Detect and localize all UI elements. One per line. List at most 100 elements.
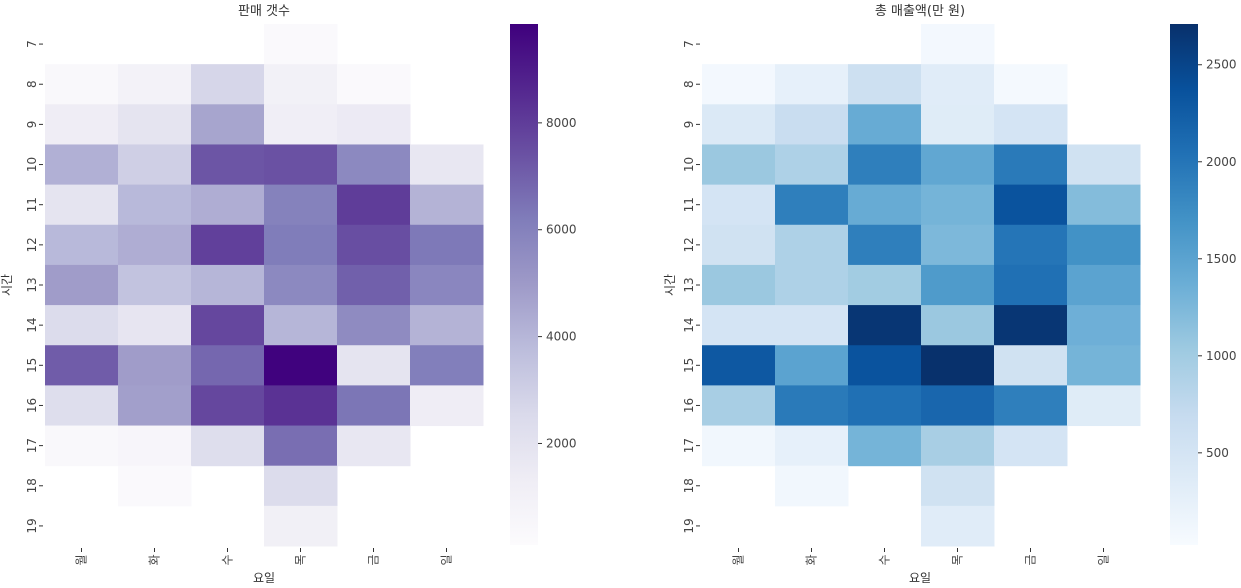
colorbar-ticks: 2000 4000 6000 8000 <box>538 116 577 450</box>
heatmap-cell <box>118 345 192 386</box>
y-tick-label: 14 <box>682 318 696 333</box>
heatmap-cell <box>264 264 338 306</box>
x-tick-label: 목 <box>951 554 965 565</box>
heatmap-cell <box>921 104 995 145</box>
heatmap-cell <box>410 385 484 427</box>
heatmap-cell <box>994 184 1068 226</box>
heatmap-cell <box>264 345 338 386</box>
y-tick-label: 10 <box>25 157 39 172</box>
chart-title: 판매 갯수 <box>238 4 290 19</box>
x-axis-label: 요일 <box>909 571 931 585</box>
heatmap-cell <box>775 104 849 145</box>
heatmap-cell <box>191 64 265 105</box>
heatmap-cell <box>775 264 849 306</box>
heatmap-cell <box>45 144 119 186</box>
heatmap-cell <box>1067 264 1141 306</box>
heatmap-cell <box>264 385 338 427</box>
heatmap-cell <box>45 305 119 346</box>
heatmap-cell <box>775 385 849 427</box>
heatmap-cell <box>118 104 192 145</box>
x-tick-label: 목 <box>294 554 308 565</box>
y-tick-label: 16 <box>25 398 39 413</box>
heatmap-cell <box>848 224 922 266</box>
x-tick-label: 화 <box>805 554 819 565</box>
heatmap-cell <box>775 224 849 266</box>
heatmap-cell <box>702 144 776 186</box>
heatmap-cell <box>921 264 995 306</box>
x-tick-label: 일 <box>440 554 454 565</box>
heatmap-cell <box>702 305 776 346</box>
heatmap-cell <box>848 264 922 306</box>
colorbar <box>1170 24 1198 545</box>
x-tick-label: 월 <box>732 554 746 565</box>
y-tick-label: 18 <box>682 478 696 493</box>
heatmap-cell <box>191 264 265 306</box>
heatmap-cell <box>118 224 192 266</box>
heatmap-cell <box>118 385 192 427</box>
heatmap-cell <box>118 305 192 346</box>
heatmap-cell <box>118 465 192 507</box>
colorbar <box>510 24 538 545</box>
heatmap-cell <box>264 184 338 226</box>
heatmap-cell <box>410 224 484 266</box>
heatmap-cell <box>921 64 995 105</box>
y-tick-label: 13 <box>682 277 696 292</box>
heatmap-cell <box>994 64 1068 105</box>
colorbar-tick-label: 2000 <box>1206 155 1237 169</box>
colorbar-tick-label: 6000 <box>546 223 577 237</box>
y-tick-label: 10 <box>682 157 696 172</box>
heatmap-cell <box>337 345 411 386</box>
heatmap-cell <box>191 385 265 427</box>
y-tick-label: 19 <box>682 518 696 533</box>
heatmap-cell <box>337 305 411 346</box>
y-tick-label: 8 <box>682 80 696 88</box>
heatmap-cell <box>775 305 849 346</box>
y-tick-label: 12 <box>682 237 696 252</box>
y-tick-label: 8 <box>25 80 39 88</box>
heatmap-cell <box>337 264 411 306</box>
y-tick-label: 7 <box>682 40 696 48</box>
heatmap-cell <box>994 305 1068 346</box>
heatmap-cells <box>702 24 1141 547</box>
heatmap-cell <box>264 224 338 266</box>
heatmap-cell <box>775 465 849 507</box>
y-tick-label: 15 <box>682 358 696 373</box>
heatmap-cell <box>264 64 338 105</box>
colorbar-tick-label: 1500 <box>1206 252 1237 266</box>
y-tick-label: 19 <box>25 518 39 533</box>
heatmap-cell <box>337 144 411 186</box>
heatmap-cell <box>118 425 192 467</box>
heatmap-cell <box>1067 224 1141 266</box>
heatmap-cell <box>702 184 776 226</box>
heatmap-cell <box>264 144 338 186</box>
heatmap-cell <box>994 385 1068 427</box>
y-tick-label: 11 <box>25 197 39 212</box>
heatmap-cell <box>921 385 995 427</box>
x-tick-label: 화 <box>148 554 162 565</box>
heatmap-cell <box>191 104 265 145</box>
heatmap-total-revenue: 총 매출액(만 원) 7 8 9 10 11 12 13 14 15 16 17 18 19 월 화 수 목 금… <box>663 4 1237 585</box>
heatmap-cell <box>775 345 849 386</box>
x-tick-label: 금 <box>1024 554 1038 565</box>
y-tick-label: 12 <box>25 237 39 252</box>
heatmap-cells <box>45 24 484 547</box>
heatmap-cell <box>264 465 338 507</box>
heatmap-cell <box>1067 305 1141 346</box>
heatmap-cell <box>410 264 484 306</box>
heatmap-cell <box>921 465 995 507</box>
heatmap-cell <box>921 425 995 467</box>
heatmap-cell <box>994 144 1068 186</box>
heatmap-cell <box>337 425 411 467</box>
x-tick-label: 금 <box>367 554 381 565</box>
heatmap-cell <box>921 24 995 65</box>
y-tick-label: 7 <box>25 40 39 48</box>
x-tick-label: 일 <box>1097 554 1111 565</box>
heatmap-cell <box>994 264 1068 306</box>
y-tick-label: 15 <box>25 358 39 373</box>
heatmap-cell <box>337 64 411 105</box>
heatmap-cell <box>994 425 1068 467</box>
heatmap-cell <box>191 425 265 467</box>
